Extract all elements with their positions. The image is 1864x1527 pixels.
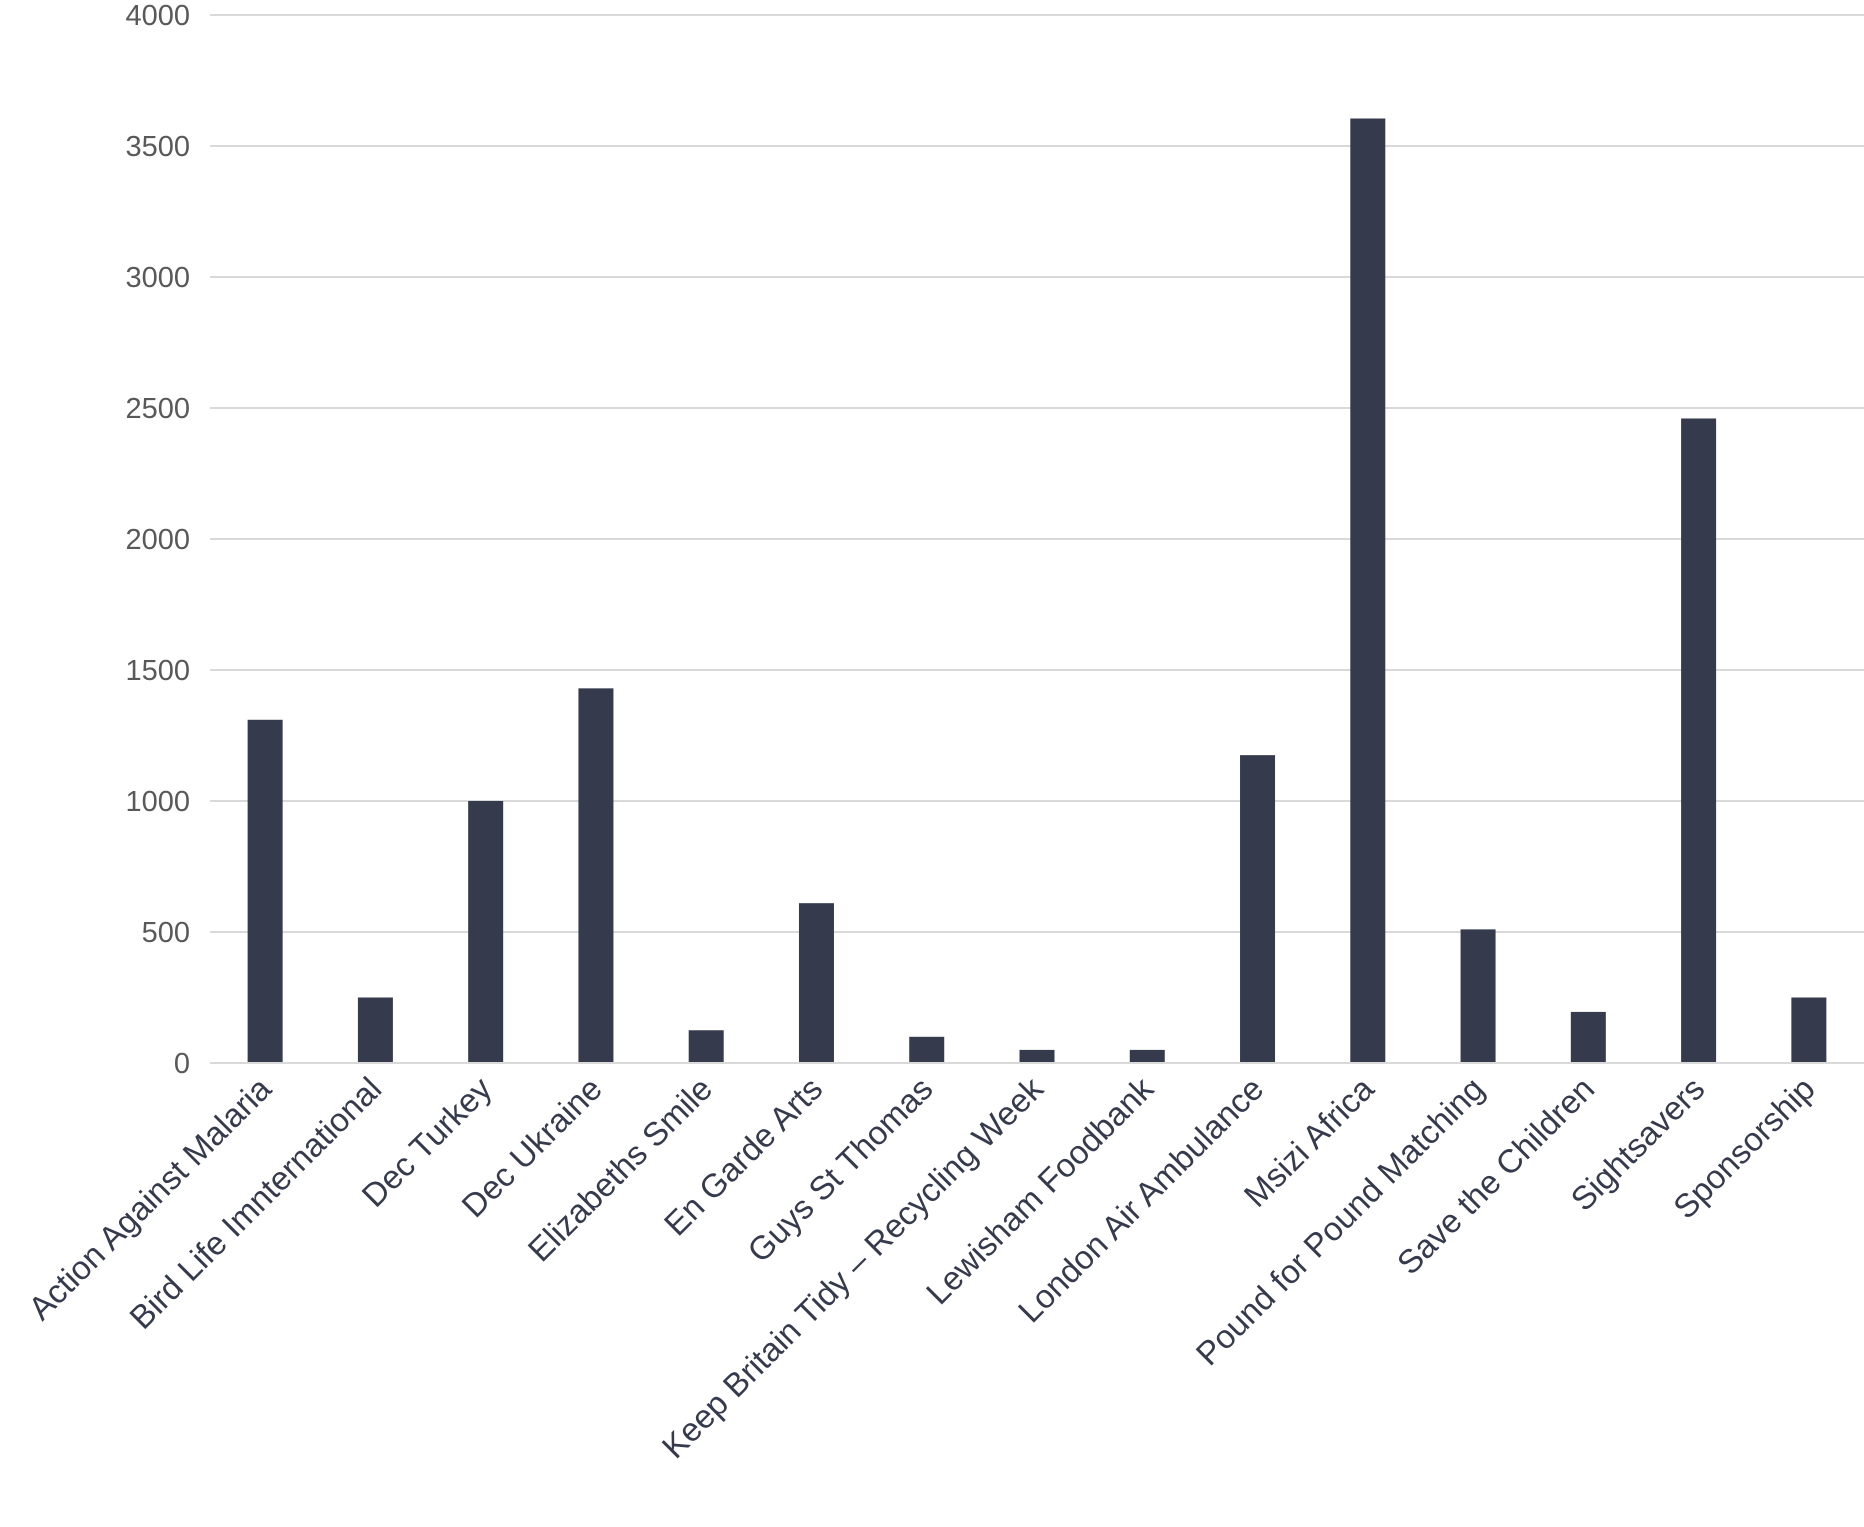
- bar: [688, 1030, 724, 1063]
- gridlines: [210, 14, 1864, 933]
- bar: [578, 688, 614, 1063]
- bar: [1019, 1049, 1055, 1063]
- bar: [1570, 1011, 1606, 1063]
- x-tick-label: Save the Children: [1390, 1070, 1602, 1282]
- bar: [798, 903, 834, 1063]
- bar: [1350, 118, 1386, 1064]
- bar: [1791, 997, 1827, 1063]
- x-tick-label: Elizabeths Smile: [520, 1070, 719, 1269]
- y-tick-label: 0: [174, 1048, 190, 1080]
- x-tick-label: Guys St Thomas: [740, 1070, 940, 1270]
- x-tick-label: Keep Britain Tidy – Recycling Week: [655, 1069, 1051, 1465]
- y-tick-label: 1000: [125, 786, 190, 818]
- bar: [247, 719, 283, 1063]
- bars: [247, 118, 1827, 1064]
- y-tick-label: 3000: [125, 262, 190, 294]
- y-tick-label: 4000: [125, 0, 190, 32]
- bar: [357, 997, 393, 1063]
- y-tick-label: 2500: [125, 393, 190, 425]
- bar: [1129, 1049, 1165, 1063]
- bar: [1681, 418, 1717, 1064]
- y-tick-label: 500: [142, 917, 190, 949]
- bar: [468, 801, 504, 1063]
- bar: [1460, 929, 1496, 1063]
- y-axis-ticks: 0 500 1000 1500 2000 2500 3000 3500 4000: [125, 0, 190, 1080]
- y-tick-label: 2000: [125, 524, 190, 556]
- bar: [1240, 755, 1276, 1063]
- bar: [909, 1036, 945, 1063]
- y-tick-label: 3500: [125, 131, 190, 163]
- y-tick-label: 1500: [125, 655, 190, 687]
